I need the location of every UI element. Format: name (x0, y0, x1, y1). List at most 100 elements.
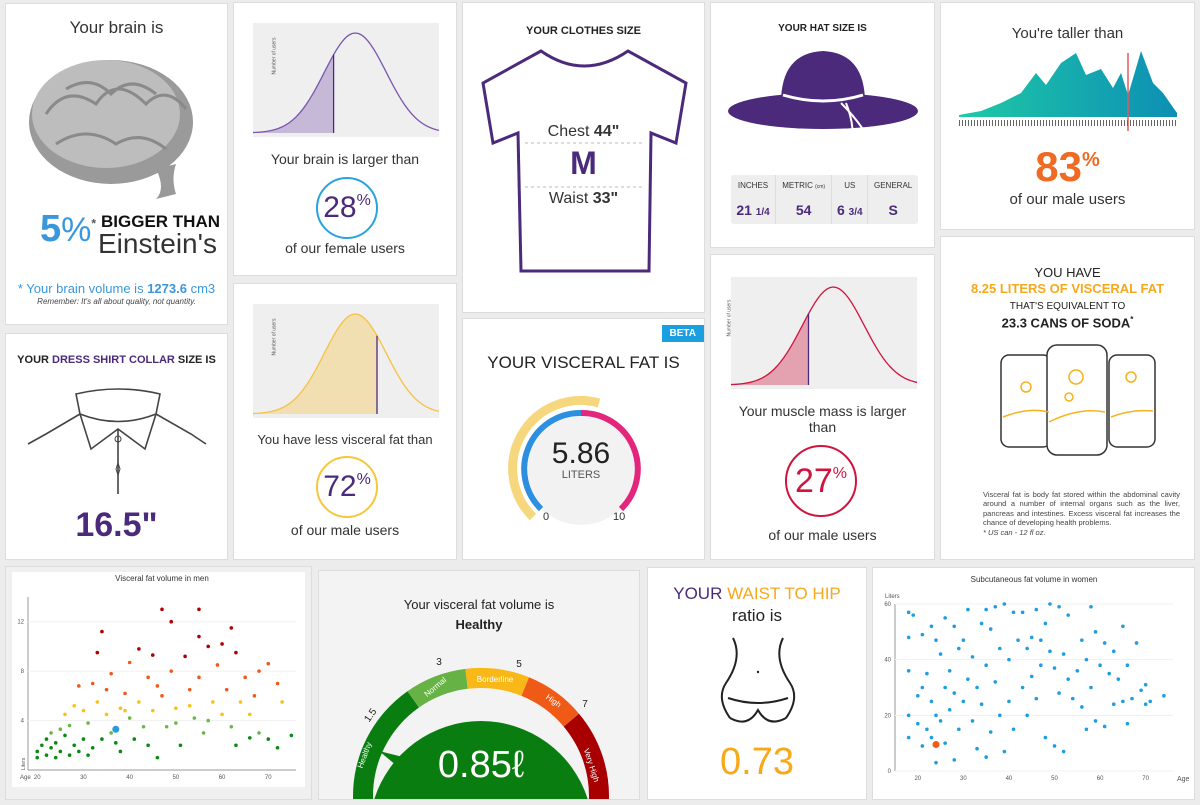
bell-text: You have less visceral fat than (257, 432, 433, 447)
data-point (1043, 735, 1048, 740)
data-point (123, 708, 127, 713)
data-point (81, 737, 86, 741)
value-pointer (379, 751, 419, 776)
bell-fill (731, 313, 809, 385)
y-axis-label: Number of users (726, 299, 733, 337)
data-point (234, 650, 238, 655)
visceral-value: 5.86 (551, 437, 611, 470)
data-point (1125, 663, 1130, 668)
waist-measure: Waist 33" (548, 190, 619, 207)
data-point (915, 694, 920, 698)
data-point (925, 671, 929, 676)
data-point (975, 746, 979, 751)
data-point (1025, 646, 1029, 651)
data-point (988, 627, 993, 631)
data-point (169, 619, 174, 624)
data-point (1089, 604, 1093, 609)
x-tick-label: 20 (34, 775, 41, 781)
clothes-title: YOUR CLOTHES SIZE (526, 25, 641, 37)
chart-title: Subcutaneous fat volume in women (971, 575, 1098, 584)
data-point (943, 616, 947, 620)
data-point (67, 723, 72, 728)
data-point (206, 644, 211, 649)
data-point (1029, 635, 1034, 640)
waist-value: 0.73 (720, 741, 794, 783)
bell-suffix: of our female users (285, 240, 405, 256)
data-point (934, 638, 938, 642)
data-point (952, 624, 957, 629)
data-point (906, 610, 911, 615)
data-point (1139, 688, 1143, 693)
x-tick-label: 70 (1142, 776, 1149, 782)
data-point (1089, 685, 1093, 690)
x-tick-label: 60 (1097, 776, 1104, 782)
tshirt-icon (481, 49, 688, 273)
visceral-distribution-chart (252, 304, 440, 418)
visceral-men-scatter: Visceral fat volume in men 4 8 12 20 30 40 50 60… (17, 574, 296, 781)
muscle-distribution-chart (730, 277, 918, 389)
data-point (266, 661, 271, 666)
data-point (952, 758, 957, 762)
x-tick-label: 60 (219, 775, 226, 781)
data-point (257, 669, 261, 673)
data-point (1011, 727, 1016, 732)
data-point (1020, 610, 1025, 615)
segment-label: Borderline (477, 675, 514, 684)
data-point (155, 755, 160, 760)
segment-healthy (353, 691, 419, 799)
data-point (906, 735, 911, 740)
data-point (160, 694, 164, 698)
data-point (1084, 657, 1089, 662)
y-axis-label: Liters (885, 594, 900, 600)
data-point (998, 646, 1002, 651)
data-point (1111, 702, 1116, 706)
data-point (257, 731, 261, 735)
data-point (920, 744, 925, 748)
data-point (984, 755, 988, 759)
y-tick-label: 40 (884, 658, 891, 664)
data-point (132, 737, 137, 741)
soda-line3: THAT'S EQUIVALENT TO (1009, 301, 1126, 312)
data-point (118, 749, 123, 754)
brain-remember: Remember: It's all about quality, not qu… (37, 297, 196, 306)
data-point (1039, 663, 1043, 668)
data-point (957, 646, 961, 651)
bell-text: Your brain is larger than (270, 151, 420, 167)
data-point (49, 745, 53, 750)
data-point (915, 721, 920, 726)
data-point (1048, 602, 1052, 606)
torso-icon (720, 637, 796, 723)
data-point (1057, 604, 1061, 609)
clothes-card: YOUR CLOTHES SIZE Chest 44" M Waist 33" (462, 2, 705, 313)
data-point (1075, 669, 1080, 673)
x-tick-label: 20 (914, 776, 921, 782)
data-point (137, 700, 141, 704)
data-point (943, 741, 947, 745)
data-point (95, 650, 100, 655)
data-point (966, 607, 970, 612)
data-point (934, 713, 938, 718)
data-point (72, 703, 77, 708)
bell-curve (730, 286, 918, 386)
soda-line4: 23.3 CANS OF SODA* (1001, 315, 1134, 331)
data-point (906, 713, 911, 718)
brain-distribution-chart (252, 23, 440, 137)
data-point (1121, 624, 1125, 629)
data-point (1107, 671, 1111, 676)
clothes-size: M (570, 145, 597, 181)
data-point (966, 677, 970, 681)
data-point (1039, 638, 1043, 642)
brain-bigger-than: BIGGER THAN (101, 212, 220, 231)
collar-card: YOUR DRESS SHIRT COLLAR SIZE IS 16.5" (5, 333, 228, 560)
data-point (911, 613, 916, 617)
bell-curve (252, 313, 440, 415)
y-tick-label: 12 (17, 620, 24, 626)
x-tick-label: 50 (173, 775, 180, 781)
soda-line1: YOU HAVE (1034, 265, 1101, 280)
data-point (289, 733, 294, 738)
percent-ring: 28% (316, 177, 378, 239)
data-point (943, 685, 947, 690)
gauge-tick: 7 (582, 699, 588, 710)
data-point (275, 745, 280, 750)
data-point (100, 629, 104, 634)
